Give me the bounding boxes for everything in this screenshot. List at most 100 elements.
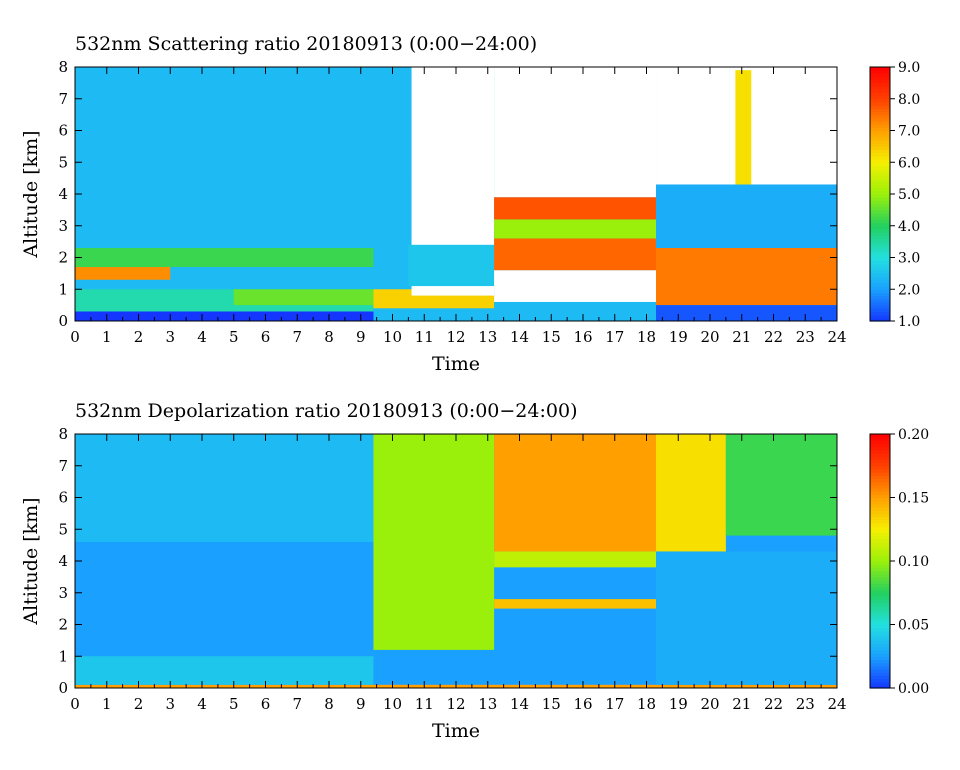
colorbar-swatch: [870, 475, 890, 480]
heatmap-region: [656, 434, 726, 552]
colorbar-swatch: [870, 462, 890, 467]
x-tick-label: 1: [102, 328, 112, 346]
colorbar-swatch: [870, 209, 890, 214]
colorbar-tick-label: 6.0: [898, 155, 920, 171]
colorbar-swatch: [870, 449, 890, 454]
heatmap-region: [75, 434, 374, 542]
colorbar-swatch: [870, 541, 890, 546]
colorbar-swatch: [870, 279, 890, 284]
x-tick-label: 18: [637, 328, 656, 346]
colorbar-swatch: [870, 580, 890, 584]
x-tick-label: 3: [165, 695, 175, 713]
x-tick-label: 11: [415, 695, 434, 713]
colorbar-swatch: [870, 247, 890, 252]
x-tick-label: 1: [102, 695, 112, 713]
colorbar-tick-label: 4.0: [898, 219, 920, 235]
colorbar-swatch: [870, 178, 890, 182]
colorbar-tick-label: 2.0: [898, 282, 920, 298]
colorbar-swatch: [870, 646, 890, 651]
colorbar-swatch: [870, 95, 890, 100]
colorbar-swatch: [870, 532, 890, 537]
colorbar-tick-label: 5.0: [898, 187, 920, 203]
colorbar-swatch: [870, 301, 890, 306]
heatmap-region: [656, 67, 730, 185]
colorbar-swatch: [870, 219, 890, 224]
x-tick-label: 9: [356, 328, 366, 346]
colorbar-swatch: [870, 98, 890, 103]
colorbar-swatch: [870, 206, 890, 211]
heatmap-region: [75, 267, 171, 280]
colorbar-swatch: [870, 251, 890, 255]
y-tick-label: 6: [58, 489, 68, 507]
y-tick-label: 0: [58, 679, 68, 697]
x-tick-label: 16: [573, 328, 592, 346]
x-tick-label: 14: [510, 328, 529, 346]
chart-title: 532nm Depolarization ratio 20180913 (0:0…: [75, 400, 577, 422]
x-tick-label: 6: [261, 695, 271, 713]
x-tick-label: 20: [700, 695, 719, 713]
colorbar-swatch: [870, 668, 890, 673]
colorbar-swatch: [870, 443, 890, 448]
colorbar-tick-label: 0.20: [898, 427, 929, 443]
y-tick-label: 5: [58, 520, 68, 538]
colorbar-swatch: [870, 267, 890, 271]
x-tick-label: 7: [292, 695, 302, 713]
colorbar-swatch: [870, 535, 890, 540]
colorbar-swatch: [870, 216, 890, 220]
colorbar-swatch: [870, 108, 890, 113]
y-tick-label: 8: [58, 58, 68, 76]
colorbar-swatch: [870, 286, 890, 290]
colorbar-tick-label: 8.0: [898, 92, 920, 108]
colorbar-swatch: [870, 89, 890, 93]
colorbar-swatch: [870, 570, 890, 575]
colorbar-swatch: [870, 608, 890, 613]
colorbar-swatch: [870, 456, 890, 460]
colorbar-swatch: [870, 434, 890, 438]
colorbar-swatch: [870, 273, 890, 278]
x-tick-label: 13: [478, 695, 497, 713]
colorbar-swatch: [870, 155, 890, 160]
y-tick-label: 1: [58, 280, 68, 298]
x-tick-label: 2: [134, 695, 144, 713]
colorbar-swatch: [870, 440, 890, 445]
colorbar-swatch: [870, 595, 890, 600]
x-tick-label: 0: [70, 328, 80, 346]
colorbar-swatch: [870, 653, 890, 657]
x-tick-label: 20: [700, 328, 719, 346]
y-tick-label: 1: [58, 647, 68, 665]
y-tick-label: 7: [58, 90, 68, 108]
colorbar-tick-label: 0.00: [898, 681, 929, 697]
depolarization-ratio-colorbar: 0.00 0.05 0.10 0.15 0.20: [869, 427, 929, 697]
colorbar-swatch: [870, 484, 890, 489]
y-tick-label: 5: [58, 153, 68, 171]
colorbar-swatch: [870, 317, 890, 322]
colorbar-swatch: [870, 308, 890, 313]
colorbar-swatch: [870, 244, 890, 249]
colorbar-swatch: [870, 630, 890, 635]
x-tick-label: 22: [764, 695, 783, 713]
colorbar-swatch: [870, 481, 890, 486]
colorbar-swatch: [870, 554, 890, 559]
colorbar-swatch: [870, 260, 890, 265]
colorbar-swatch: [870, 190, 890, 195]
colorbar-swatch: [870, 567, 890, 572]
colorbar-swatch: [870, 561, 890, 565]
colorbar-swatch: [870, 292, 890, 297]
colorbar-swatch: [870, 86, 890, 90]
heatmap-region: [494, 238, 657, 271]
heatmap-region: [494, 197, 657, 220]
colorbar-swatch: [870, 494, 890, 499]
colorbar-swatch: [870, 614, 890, 619]
heatmap-region: [494, 434, 657, 552]
colorbar-swatch: [870, 127, 890, 132]
colorbar-swatch: [870, 573, 890, 578]
colorbar-swatch: [870, 70, 890, 74]
heatmap-region: [656, 305, 837, 321]
colorbar-swatch: [870, 149, 890, 154]
x-tick-label: 21: [732, 695, 751, 713]
colorbar-swatch: [870, 507, 890, 511]
colorbar-swatch: [870, 200, 890, 205]
heatmap-region: [494, 270, 657, 302]
x-axis-label: Time: [432, 720, 480, 742]
